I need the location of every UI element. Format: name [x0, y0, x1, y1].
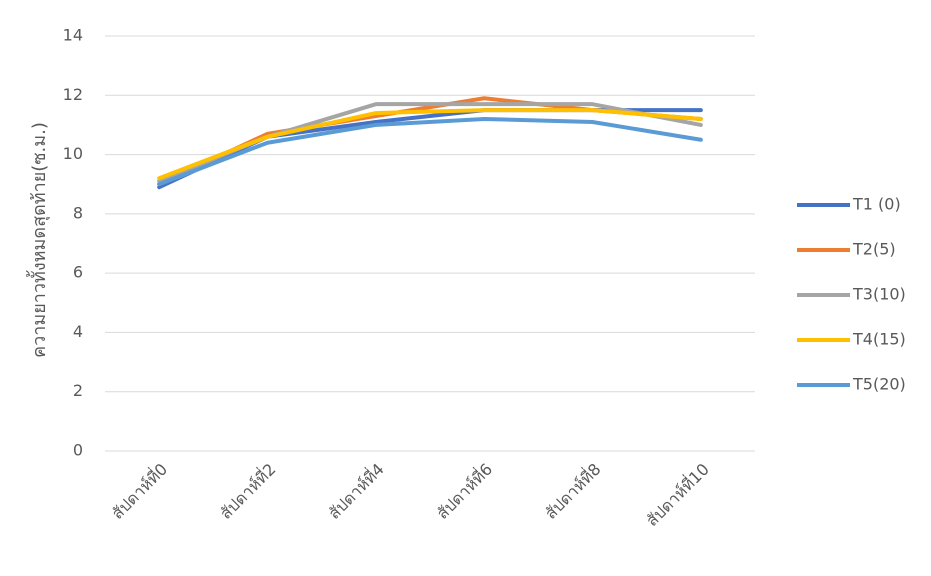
legend-label: T3(10): [852, 285, 906, 304]
x-tick-label: สัปดาห์ที่8: [540, 458, 605, 523]
legend-label: T2(5): [852, 240, 896, 259]
y-tick-label: 4: [73, 322, 83, 341]
line: [157, 117, 703, 187]
x-tick-label: สัปดาห์ที่4: [323, 458, 388, 523]
x-tick-label: สัปดาห์ที่0: [106, 458, 171, 523]
x-tick-label: สัปดาห์ที่6: [431, 458, 496, 523]
legend-label: T1 (0): [852, 195, 901, 214]
y-tick-label: 14: [63, 26, 83, 45]
y-tick-label: 8: [73, 203, 83, 222]
y-tick-label: 6: [73, 263, 83, 282]
y-tick-label: 0: [73, 441, 83, 460]
y-tick-label: 12: [63, 85, 83, 104]
x-tick-label: สัปดาห์ที่10: [641, 458, 713, 530]
legend-label: T5(20): [852, 375, 906, 394]
legend-label: T4(15): [852, 330, 906, 349]
x-tick-label: สัปดาห์ที่2: [215, 458, 280, 523]
y-tick-label: 10: [63, 144, 83, 163]
y-tick-label: 2: [73, 381, 83, 400]
line: [157, 108, 703, 181]
y-axis-label: ความยาวทั้งหมดสุดท้าย(ซ.ม.): [26, 122, 50, 358]
